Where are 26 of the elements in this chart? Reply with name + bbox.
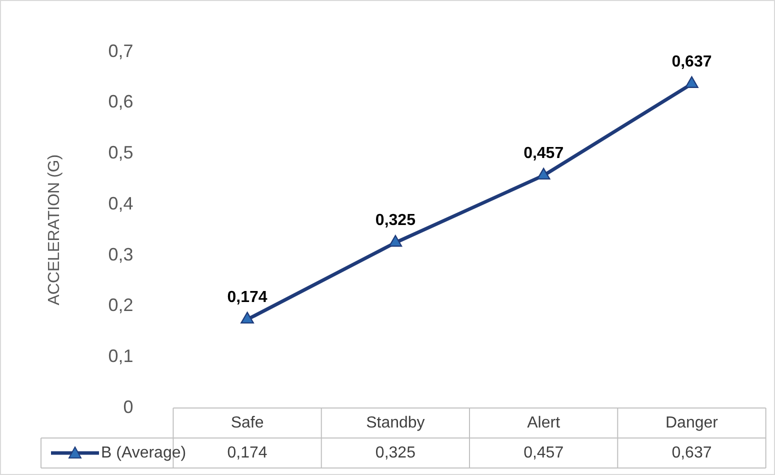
point: [240, 312, 254, 324]
data-label: 0,637: [672, 444, 712, 462]
y-tick-label: 0,4: [108, 193, 134, 214]
text: 0,457: [524, 144, 564, 162]
data-label: 0,457: [524, 444, 564, 462]
y-axis-title: ACCELERATION (G): [46, 154, 64, 306]
y-tick-label: 0,1: [108, 346, 134, 366]
text: 0,637: [672, 53, 712, 70]
data-label: 0,174: [227, 444, 268, 462]
x-tick-label: Danger: [665, 414, 719, 432]
y-tick-label: 0,6: [108, 92, 134, 112]
x-tick-label: Safe: [230, 414, 264, 432]
text: 0,325: [375, 212, 416, 230]
y-tick-label: 0,7: [108, 40, 134, 61]
y-tick-label: 0: [123, 396, 134, 417]
y-tick-label: 0,3: [108, 244, 134, 264]
x-tick-label: Alert: [527, 414, 561, 432]
y-tick-label: 0,5: [108, 142, 134, 163]
point: [536, 168, 550, 180]
y-tick-label: 0,2: [108, 295, 134, 316]
legend-label: B (Average): [101, 444, 186, 462]
x-tick-label: Standby: [366, 414, 425, 432]
text: 0,174: [227, 288, 268, 306]
data-label: 0,325: [375, 444, 416, 462]
point: [388, 235, 402, 247]
point: [685, 76, 698, 88]
